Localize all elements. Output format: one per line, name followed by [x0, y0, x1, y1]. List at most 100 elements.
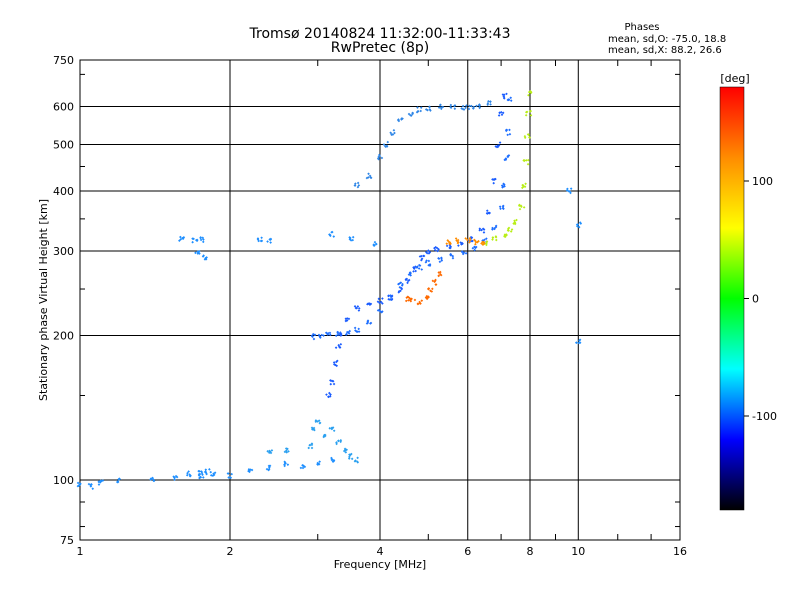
data-point — [375, 242, 378, 246]
data-point — [502, 95, 506, 99]
data-point — [349, 236, 352, 240]
data-point — [524, 113, 528, 117]
data-point — [425, 251, 429, 255]
data-point — [502, 93, 506, 97]
data-point — [429, 109, 432, 112]
data-point — [376, 300, 380, 304]
data-point — [377, 297, 381, 301]
data-point — [441, 105, 445, 109]
data-point — [354, 182, 357, 185]
data-point — [283, 461, 287, 465]
data-point — [575, 223, 579, 226]
data-point — [509, 99, 513, 102]
data-point — [465, 104, 468, 107]
data-point — [336, 333, 340, 337]
y-axis-label: Stationary phase Virtual Height [km] — [37, 199, 50, 401]
data-point — [344, 451, 348, 454]
data-point — [357, 327, 361, 331]
data-point — [485, 243, 488, 247]
data-point — [501, 205, 505, 209]
data-point — [98, 481, 102, 484]
data-point — [486, 103, 490, 107]
data-point — [482, 231, 486, 234]
data-point — [310, 426, 314, 430]
data-point — [257, 239, 260, 243]
data-point — [345, 317, 349, 320]
data-point — [318, 460, 321, 463]
data-point — [508, 132, 512, 136]
data-point — [498, 111, 501, 115]
data-point — [414, 269, 417, 273]
data-point — [199, 236, 202, 239]
data-point — [387, 297, 390, 301]
data-point — [529, 90, 533, 94]
data-point — [507, 226, 511, 230]
data-point — [260, 236, 263, 240]
data-point — [491, 228, 494, 231]
data-point — [356, 330, 359, 333]
data-point — [330, 456, 333, 460]
data-point — [76, 481, 80, 485]
data-point — [397, 290, 401, 294]
data-point — [526, 133, 530, 136]
data-point — [439, 270, 442, 274]
data-point — [464, 237, 467, 240]
data-point — [197, 469, 200, 473]
data-point — [311, 335, 314, 339]
data-point — [266, 240, 269, 243]
data-point — [529, 114, 533, 117]
data-point — [569, 191, 572, 195]
data-point — [209, 470, 213, 474]
data-point — [116, 480, 120, 484]
data-point — [372, 244, 376, 247]
data-point — [468, 238, 472, 242]
data-point — [491, 236, 495, 240]
data-point — [283, 463, 286, 466]
data-point — [310, 443, 314, 447]
data-point — [332, 382, 336, 386]
data-point — [578, 339, 581, 342]
data-point — [199, 476, 203, 479]
data-point — [334, 346, 338, 349]
data-point — [378, 301, 381, 305]
data-point — [336, 330, 340, 334]
chart-subtitle: RwPretec (8p) — [331, 40, 429, 56]
data-point — [501, 93, 505, 96]
data-point — [462, 108, 466, 111]
data-point — [314, 420, 318, 424]
data-point — [506, 98, 510, 102]
data-point — [194, 251, 197, 255]
data-point — [268, 238, 272, 241]
data-point — [451, 256, 455, 260]
data-point — [424, 260, 428, 264]
data-point — [460, 250, 464, 254]
data-point — [494, 145, 498, 148]
data-point — [416, 110, 420, 113]
data-point — [518, 207, 522, 211]
data-point — [195, 239, 199, 243]
data-point — [328, 391, 331, 395]
data-point — [487, 99, 490, 103]
data-point — [335, 441, 338, 444]
y-tick-label: 600 — [53, 101, 74, 114]
data-point — [149, 477, 153, 480]
data-point — [475, 104, 478, 108]
phases-title: Phases — [624, 22, 659, 33]
data-point — [330, 426, 334, 430]
data-point — [438, 272, 442, 276]
data-point — [577, 225, 581, 229]
data-point — [449, 106, 453, 110]
data-point — [189, 474, 192, 477]
data-point — [502, 183, 506, 186]
data-point — [329, 382, 333, 386]
data-point — [425, 294, 429, 298]
data-point — [307, 446, 311, 450]
data-point — [470, 104, 473, 108]
data-point — [338, 345, 341, 349]
data-point — [230, 472, 234, 476]
data-point — [466, 238, 469, 242]
data-point — [283, 460, 286, 464]
data-point — [477, 239, 480, 243]
data-point — [507, 154, 511, 157]
data-point — [468, 237, 472, 240]
